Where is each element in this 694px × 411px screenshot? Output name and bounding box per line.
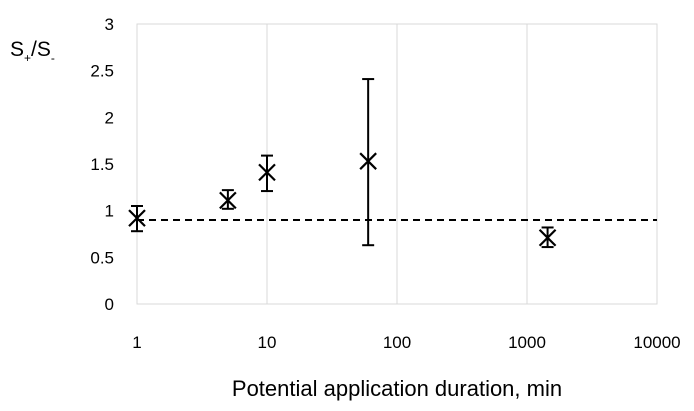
data-points xyxy=(128,78,557,249)
y-tick-label: 0.5 xyxy=(90,248,114,267)
y-tick-label: 0 xyxy=(105,295,114,314)
y-label-s: S xyxy=(10,38,24,61)
x-marker xyxy=(128,209,146,227)
data-point xyxy=(359,78,377,247)
x-axis-label: Potential application duration, min xyxy=(232,376,562,401)
x-marker xyxy=(359,152,377,170)
x-tick-label: 1 xyxy=(132,333,141,352)
y-tick-label: 3 xyxy=(105,15,114,34)
data-point xyxy=(538,226,557,249)
x-marker xyxy=(538,228,557,247)
x-marker xyxy=(258,163,276,182)
data-point xyxy=(219,189,237,210)
y-label-plus: + xyxy=(24,51,31,65)
data-point xyxy=(128,205,146,233)
y-label-slash: /S xyxy=(31,38,51,61)
x-tick-label: 1000 xyxy=(508,333,546,352)
tick-labels: 1 10 100 1000 10000 0 0.5 1 1.5 2 2.5 3 xyxy=(90,15,680,352)
plot-area-frame xyxy=(136,23,658,305)
x-marker xyxy=(219,191,237,210)
grid-lines xyxy=(136,24,658,304)
y-tick-label: 2 xyxy=(105,108,114,127)
y-tick-label: 2.5 xyxy=(90,62,114,81)
y-tick-label: 1.5 xyxy=(90,155,114,174)
y-label-minus: - xyxy=(51,51,55,65)
y-axis-label: S+/S- xyxy=(10,38,55,65)
y-tick-label: 1 xyxy=(105,202,114,221)
x-tick-label: 100 xyxy=(383,333,411,352)
x-tick-label: 10000 xyxy=(633,333,680,352)
data-point xyxy=(258,154,276,193)
x-tick-label: 10 xyxy=(258,333,277,352)
